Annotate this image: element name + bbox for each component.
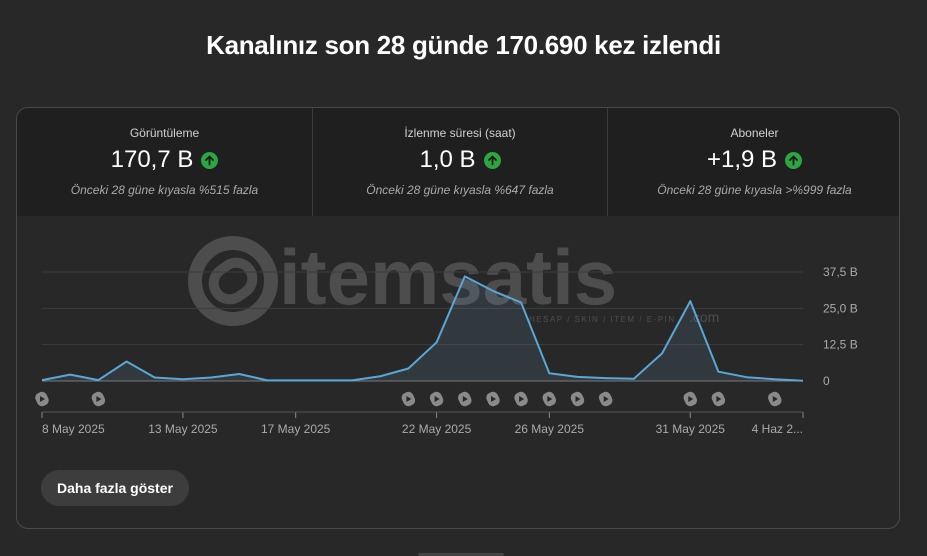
data-point[interactable] (67, 372, 73, 378)
x-tick-label: 31 May 2025 (656, 422, 726, 436)
metric-comparison: Önceki 28 güne kıyasla %647 fazla (366, 183, 554, 197)
shorts-icon[interactable] (682, 390, 699, 408)
data-point[interactable] (490, 288, 496, 294)
arrow-up-icon (483, 151, 501, 169)
views-chart[interactable]: itemsatis HESAP / SKIN / ITEM / E-PIN .c… (17, 216, 899, 446)
shorts-icon[interactable] (710, 390, 727, 408)
data-point[interactable] (180, 376, 186, 382)
metric-label: İzlenme süresi (saat) (404, 126, 516, 140)
metric-label: Aboneler (730, 126, 779, 140)
x-tick-label: 13 May 2025 (148, 422, 218, 436)
y-tick-label: 0 (823, 374, 830, 388)
data-point[interactable] (377, 373, 383, 379)
y-tick-label: 25,0 B (823, 301, 858, 315)
data-point[interactable] (715, 369, 721, 375)
data-point[interactable] (462, 273, 468, 279)
page-title: Kanalınız son 28 günde 170.690 kez izlen… (206, 30, 721, 60)
watermark-suffix: .com (689, 309, 719, 325)
x-tick-label: 22 May 2025 (402, 422, 472, 436)
data-point[interactable] (800, 378, 806, 384)
shorts-icon[interactable] (428, 390, 445, 408)
watermark-brand: itemsatis (279, 233, 617, 321)
data-point[interactable] (631, 376, 637, 382)
analytics-card: Görüntüleme 170,7 B Önceki 28 güne kıyas… (16, 107, 900, 529)
y-tick-label: 37,5 B (823, 265, 858, 279)
show-more-button[interactable]: Daha fazla göster (41, 470, 189, 506)
metric-comparison: Önceki 28 güne kıyasla >%999 fazla (657, 183, 852, 197)
data-point[interactable] (321, 377, 327, 383)
shorts-icon[interactable] (541, 390, 558, 408)
series-area (42, 276, 803, 381)
metric-comparison: Önceki 28 güne kıyasla %515 fazla (70, 183, 259, 197)
x-tick-label: 26 May 2025 (515, 422, 585, 436)
metric-views[interactable]: Görüntüleme 170,7 B Önceki 28 güne kıyas… (17, 108, 312, 216)
shorts-icon[interactable] (485, 390, 502, 408)
data-point[interactable] (744, 374, 750, 380)
x-tick-label: 17 May 2025 (261, 422, 331, 436)
data-point[interactable] (124, 359, 130, 365)
metric-value: +1,9 B (706, 146, 778, 173)
shorts-icon[interactable] (766, 390, 783, 408)
metric-subscribers[interactable]: Aboneler +1,9 B Önceki 28 güne kıyasla >… (607, 108, 899, 216)
shorts-icon[interactable] (513, 390, 530, 408)
data-point[interactable] (772, 376, 778, 382)
metric-label: Görüntüleme (129, 126, 200, 140)
watermark-tagline: HESAP / SKIN / ITEM / E-PIN (529, 315, 676, 324)
data-point[interactable] (434, 339, 440, 345)
data-point[interactable] (236, 371, 242, 377)
x-tick-label: 8 May 2025 (42, 422, 105, 436)
metric-value: 1,0 B (419, 146, 476, 173)
y-tick-label: 12,5 B (823, 338, 858, 352)
data-point[interactable] (293, 377, 299, 383)
arrow-up-icon (785, 151, 803, 169)
arrow-up-icon (201, 151, 219, 169)
shorts-icon[interactable] (90, 390, 107, 408)
shorts-icon[interactable] (456, 390, 473, 408)
data-point[interactable] (575, 374, 581, 380)
shorts-icon[interactable] (34, 390, 51, 408)
data-point[interactable] (152, 375, 158, 381)
x-tick-label: 4 Haz 2... (752, 422, 803, 436)
scroll-handle[interactable] (418, 553, 504, 556)
data-point[interactable] (264, 377, 270, 383)
series-line (41, 275, 804, 382)
data-point[interactable] (659, 350, 665, 356)
data-point[interactable] (518, 300, 524, 306)
shorts-icon[interactable] (597, 390, 614, 408)
shorts-icon[interactable] (400, 390, 417, 408)
data-point[interactable] (349, 377, 355, 383)
metrics-row: Görüntüleme 170,7 B Önceki 28 güne kıyas… (17, 108, 899, 216)
shorts-icon[interactable] (569, 390, 586, 408)
data-point[interactable] (687, 298, 693, 304)
data-point[interactable] (95, 377, 101, 383)
data-point[interactable] (39, 377, 45, 383)
metric-watch-time[interactable]: İzlenme süresi (saat) 1,0 B Önceki 28 gü… (312, 108, 607, 216)
views-chart-svg: itemsatis HESAP / SKIN / ITEM / E-PIN .c… (34, 233, 858, 436)
data-point[interactable] (603, 375, 609, 381)
metric-value: 170,7 B (110, 146, 194, 173)
data-point[interactable] (208, 375, 214, 381)
data-point[interactable] (546, 370, 552, 376)
data-point[interactable] (405, 366, 411, 372)
watermark-logo: itemsatis HESAP / SKIN / ITEM / E-PIN .c… (188, 233, 719, 326)
